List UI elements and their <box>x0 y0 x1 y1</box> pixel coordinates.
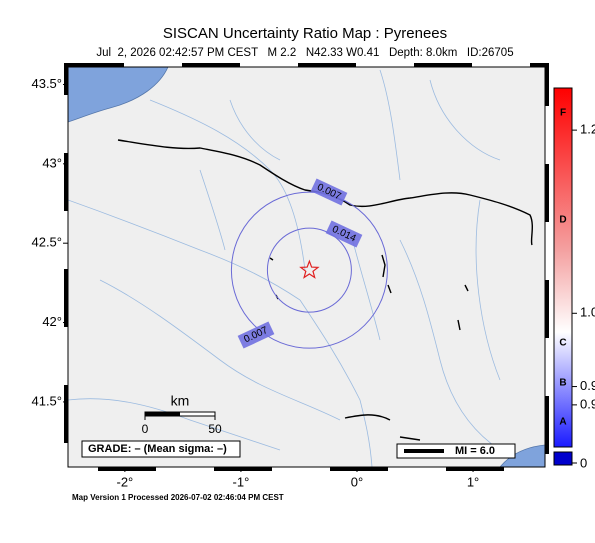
grade-letter: D <box>559 215 566 226</box>
epicenter-star <box>299 259 320 279</box>
y-tick-label: 42° <box>42 314 62 329</box>
scale-tick-label: 0 <box>142 422 149 436</box>
contour-label-bg <box>325 220 363 248</box>
y-tick-label: 43.5° <box>31 76 62 91</box>
grade-letter: B <box>559 378 566 389</box>
scale-bar-seg <box>145 412 180 416</box>
y-tick-label: 43° <box>42 155 62 170</box>
scale-unit: km <box>171 393 190 409</box>
colorbar-zero-box <box>553 451 573 466</box>
title: SISCAN Uncertainty Ratio Map : Pyrenees <box>163 25 447 42</box>
colorbar-tick-label: 0.9 <box>580 378 595 393</box>
contour-label-bg <box>237 321 275 349</box>
y-tick-label: 42.5° <box>31 235 62 250</box>
x-tick-label: -1° <box>233 474 250 489</box>
map-frame-ticks <box>64 63 549 471</box>
grade-text: GRADE: – (Mean sigma: –) <box>88 443 227 455</box>
colorbar-tick-label: 1.2 <box>580 122 595 137</box>
scale-tick-label: 50 <box>208 422 222 436</box>
grade-box <box>81 440 241 458</box>
contour-label-bg <box>310 178 348 206</box>
contour <box>230 191 388 349</box>
footer: Map Version 1 Processed 2026-07-02 02:46… <box>72 493 284 502</box>
grade-letter: A <box>559 417 566 428</box>
grade-letter: C <box>559 338 566 349</box>
x-tick-label: 0° <box>351 474 363 489</box>
mi-bar <box>404 449 444 453</box>
x-tick-label: -2° <box>116 474 133 489</box>
mi-box <box>396 443 516 459</box>
colorbar-tick-label: 0.9 <box>580 396 595 411</box>
mi-text: MI = 6.0 <box>455 445 495 457</box>
colorbar-tick-label: 0 <box>580 455 587 470</box>
contour <box>266 227 352 313</box>
colorbar <box>553 87 573 448</box>
y-tick-label: 41.5° <box>31 393 62 408</box>
basemap <box>68 67 545 467</box>
subtitle: Jul 2, 2026 02:42:57 PM CEST M 2.2 N42.3… <box>96 47 513 59</box>
grade-letter: F <box>560 108 566 119</box>
colorbar-tick-label: 1.0 <box>580 305 595 320</box>
x-tick-label: 1° <box>467 474 479 489</box>
